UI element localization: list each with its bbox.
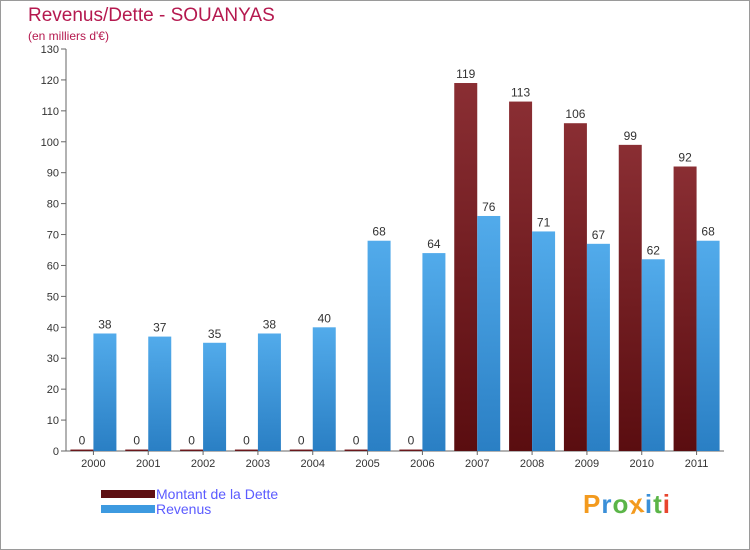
bar-revenus xyxy=(93,333,117,451)
data-label: 35 xyxy=(208,327,222,341)
data-label: 40 xyxy=(318,311,332,325)
bar-dette xyxy=(289,449,313,451)
y-tick-label: 60 xyxy=(47,260,59,272)
legend-label-dette: Montant de la Dette xyxy=(156,486,279,502)
y-tick-label: 0 xyxy=(53,446,59,458)
bar-dette xyxy=(344,449,368,451)
bar-dette xyxy=(180,449,204,451)
data-label: 0 xyxy=(133,434,140,448)
data-label: 0 xyxy=(243,434,250,448)
proxiti-logo: Proxiti xyxy=(583,487,671,521)
bar-revenus xyxy=(477,215,501,451)
y-tick-label: 120 xyxy=(41,75,59,87)
bar-dette xyxy=(125,449,149,451)
x-tick-label: 2007 xyxy=(465,458,489,470)
bar-revenus xyxy=(696,240,720,451)
data-label: 0 xyxy=(188,434,195,448)
data-label: 0 xyxy=(298,434,305,448)
data-label: 99 xyxy=(624,129,638,143)
data-label: 0 xyxy=(408,434,415,448)
bar-revenus xyxy=(367,240,391,451)
y-tick-label: 20 xyxy=(47,384,59,396)
bar-dette xyxy=(563,123,587,451)
y-tick-label: 90 xyxy=(47,168,59,180)
bar-revenus xyxy=(148,336,172,451)
bar-revenus xyxy=(312,327,336,451)
y-tick-label: 70 xyxy=(47,230,59,242)
x-tick-label: 2010 xyxy=(630,458,654,470)
data-label: 76 xyxy=(482,200,496,214)
bar-dette xyxy=(618,144,642,451)
data-label: 106 xyxy=(565,107,585,121)
legend-swatch-dette xyxy=(101,490,155,498)
data-label: 119 xyxy=(456,67,475,81)
y-tick-label: 110 xyxy=(41,106,59,118)
y-tick-label: 30 xyxy=(47,353,59,365)
x-tick-label: 2009 xyxy=(575,458,599,470)
data-label: 0 xyxy=(353,434,360,448)
bar-dette xyxy=(454,83,478,451)
y-tick-label: 40 xyxy=(47,322,59,334)
legend-swatch-revenus xyxy=(101,505,155,513)
x-tick-label: 2011 xyxy=(685,458,709,470)
chart-subtitle: (en milliers d'€) xyxy=(28,29,109,43)
bar-dette xyxy=(509,101,533,452)
bar-revenus xyxy=(257,333,281,451)
bar-revenus xyxy=(422,253,446,451)
data-label: 37 xyxy=(153,321,167,335)
x-tick-label: 2008 xyxy=(520,458,544,470)
x-tick-label: 2002 xyxy=(191,458,215,470)
bar-revenus xyxy=(203,342,227,451)
x-tick-label: 2004 xyxy=(301,458,325,470)
x-tick-label: 2000 xyxy=(81,458,105,470)
x-tick-label: 2003 xyxy=(246,458,270,470)
bar-dette xyxy=(70,449,94,451)
x-tick-label: 2001 xyxy=(136,458,160,470)
bar-revenus xyxy=(532,231,556,451)
bar-dette xyxy=(399,449,423,451)
data-label: 68 xyxy=(372,225,386,239)
data-label: 67 xyxy=(592,228,606,242)
bar-dette xyxy=(673,166,697,451)
y-tick-label: 130 xyxy=(41,44,59,56)
y-tick-label: 50 xyxy=(47,291,59,303)
bar-revenus xyxy=(641,259,665,451)
legend-label-revenus: Revenus xyxy=(156,501,212,517)
bar-dette xyxy=(234,449,258,451)
y-tick-label: 10 xyxy=(47,415,59,427)
x-tick-label: 2006 xyxy=(410,458,434,470)
data-label: 0 xyxy=(79,434,86,448)
data-label: 38 xyxy=(263,317,277,331)
data-label: 71 xyxy=(537,215,551,229)
data-label: 113 xyxy=(511,86,530,100)
data-label: 68 xyxy=(701,225,715,239)
data-label: 92 xyxy=(678,151,692,165)
data-label: 62 xyxy=(647,243,661,257)
data-label: 38 xyxy=(98,317,112,331)
y-tick-label: 80 xyxy=(47,199,59,211)
chart-title: Revenus/Dette - SOUANYAS xyxy=(28,5,275,26)
y-tick-label: 100 xyxy=(41,137,59,149)
data-label: 64 xyxy=(427,237,441,251)
bar-revenus xyxy=(586,243,610,451)
x-tick-label: 2005 xyxy=(355,458,379,470)
